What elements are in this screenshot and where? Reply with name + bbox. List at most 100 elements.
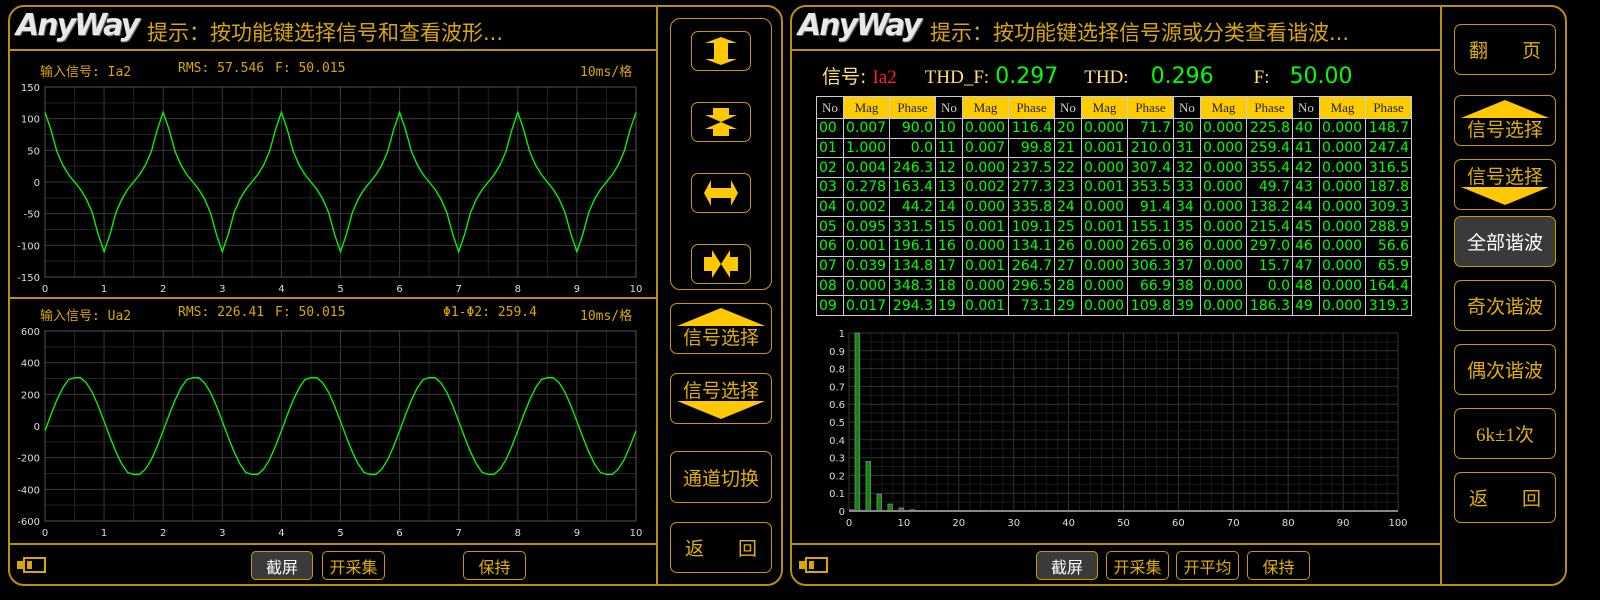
column-header-mag: Mag <box>843 96 890 119</box>
harmonic-mag-cell: 0.001 <box>843 236 890 257</box>
expand-horizontal-button[interactable] <box>691 173 751 213</box>
hold-button[interactable]: 保持 <box>1247 551 1310 580</box>
waveform-window <box>8 5 783 586</box>
harmonic-no-cell: 41 <box>1292 137 1320 159</box>
screenshot-button[interactable]: 截屏 <box>251 551 313 580</box>
harmonic-no-cell: 14 <box>935 196 963 218</box>
compress-vertical-button[interactable] <box>691 102 751 142</box>
y-tick-label: -150 <box>17 273 40 284</box>
column-header-phase: Phase <box>889 96 936 119</box>
x-tick-label: 30 <box>1007 518 1020 529</box>
panel2-freq: F: 50.015 <box>275 305 346 320</box>
column-header-no: No <box>1173 96 1201 119</box>
back-button[interactable]: 返 回 <box>670 522 772 573</box>
harmonic-no-cell: 31 <box>1173 137 1201 159</box>
harmonic-phase-cell: 49.7 <box>1246 177 1293 198</box>
expand-horizontal-icon <box>704 180 738 206</box>
even-harmonics-button[interactable]: 偶次谐波 <box>1454 344 1556 395</box>
harmonic-no-cell: 34 <box>1173 196 1201 218</box>
harmonics-table: No Mag Phase No Mag Phase No Mag Phase No Mag Phase… <box>816 96 1412 316</box>
harmonic-no-cell: 28 <box>1054 275 1082 297</box>
x-tick-label: 3 <box>219 528 225 539</box>
harmonic-mag-cell: 0.000 <box>843 275 890 297</box>
page-turn-button[interactable]: 翻 页 <box>1454 24 1556 75</box>
all-harmonics-button[interactable]: 全部谐波 <box>1454 216 1556 267</box>
harmonic-no-cell: 18 <box>935 275 963 297</box>
harmonic-phase-cell: 134.8 <box>889 255 936 277</box>
harmonic-bar <box>865 461 871 512</box>
column-header-phase: Phase <box>1246 96 1293 119</box>
table-row: 09 0.017 294.3 19 0.001 73.1 29 0.000 109.8 39 0.0… <box>816 295 1412 316</box>
panel2-signal: 输入信号: Ua2 <box>40 309 132 324</box>
divider <box>791 49 1442 51</box>
x-tick-label: 3 <box>219 284 225 295</box>
start-average-button[interactable]: 开平均 <box>1176 551 1239 580</box>
table-row: 07 0.039 134.8 17 0.001 264.7 27 0.000 306.3 37 0.… <box>816 255 1412 277</box>
6k-pm-1-harmonics-button[interactable]: 6k±1次 <box>1454 408 1556 459</box>
signal-select-down-button[interactable]: 信号选择 <box>670 373 772 424</box>
harmonic-phase-cell: 186.3 <box>1246 295 1293 316</box>
start-capture-button[interactable]: 开采集 <box>1106 551 1169 580</box>
table-row: 05 0.095 331.5 15 0.001 109.1 25 0.001 155.1 35 0.… <box>816 216 1412 238</box>
harmonic-no-cell: 17 <box>935 255 963 277</box>
expand-vertical-button[interactable] <box>691 31 751 71</box>
harmonic-mag-cell: 0.000 <box>1319 216 1366 238</box>
back-label-right: 回 <box>1521 488 1541 510</box>
y-tick-label: 0 <box>839 507 845 518</box>
harmonic-no-cell: 24 <box>1054 196 1082 218</box>
panel2-scale: 10ms/格 <box>580 309 633 324</box>
harmonic-no-cell: 08 <box>816 275 844 297</box>
odd-harmonics-button[interactable]: 奇次谐波 <box>1454 280 1556 331</box>
y-tick-label: -50 <box>24 210 40 221</box>
harmonic-mag-cell: 0.095 <box>843 216 890 238</box>
signal-select-up-button[interactable]: 信号选择 <box>1454 95 1556 146</box>
signal-select-up-button[interactable]: 信号选择 <box>670 303 772 354</box>
hold-button[interactable]: 保持 <box>463 551 526 580</box>
harmonic-no-cell: 35 <box>1173 216 1201 238</box>
harmonic-phase-cell: 138.2 <box>1246 196 1293 218</box>
table-row: 01 1.000 0.0 11 0.007 99.8 21 0.001 210.0 31 0.000… <box>816 137 1412 159</box>
harmonic-phase-cell: 66.9 <box>1127 275 1174 297</box>
x-tick-label: 2 <box>160 528 166 539</box>
harmonic-no-cell: 27 <box>1054 255 1082 277</box>
panel1-freq: F: 50.015 <box>275 61 346 76</box>
panel1-rms: RMS: 57.546 <box>178 61 265 76</box>
channel-switch-button[interactable]: 通道切换 <box>670 451 772 503</box>
compress-horizontal-button[interactable] <box>691 244 751 284</box>
x-tick-label: 10 <box>898 518 911 529</box>
harmonic-no-cell: 16 <box>935 236 963 257</box>
harmonic-phase-cell: 109.8 <box>1127 295 1174 316</box>
table-row: 04 0.002 44.2 14 0.000 335.8 24 0.000 91.4 34 0.00… <box>816 196 1412 218</box>
table-header-row: No Mag Phase No Mag Phase No Mag Phase No Mag Phase… <box>816 96 1412 119</box>
harmonic-mag-cell: 0.000 <box>1081 255 1128 277</box>
harmonic-mag-cell: 0.001 <box>1081 216 1128 238</box>
screenshot-button[interactable]: 截屏 <box>1036 551 1098 580</box>
thd-label: THD: <box>1084 67 1129 88</box>
start-capture-button[interactable]: 开采集 <box>322 551 385 580</box>
panel2-rms: RMS: 226.41 <box>178 305 265 320</box>
signal-select-down-button[interactable]: 信号选择 <box>1454 159 1556 210</box>
harmonic-no-cell: 02 <box>816 157 844 179</box>
harmonic-mag-cell: 0.000 <box>1200 216 1247 238</box>
harmonic-phase-cell: 116.4 <box>1008 118 1055 139</box>
harmonic-mag-cell: 0.000 <box>1200 275 1247 297</box>
harmonic-mag-cell: 0.001 <box>1081 177 1128 198</box>
harmonic-no-cell: 22 <box>1054 157 1082 179</box>
harmonic-mag-cell: 0.000 <box>1081 275 1128 297</box>
harmonic-mag-cell: 0.000 <box>1081 157 1128 179</box>
harmonic-mag-cell: 1.000 <box>843 137 890 159</box>
harmonic-mag-cell: 0.000 <box>1319 137 1366 159</box>
y-tick-label: 0.6 <box>829 400 845 411</box>
harmonic-no-cell: 13 <box>935 177 963 198</box>
x-tick-label: 0 <box>42 284 48 295</box>
divider <box>9 49 658 51</box>
y-tick-label: 0.7 <box>829 382 845 393</box>
harmonic-no-cell: 33 <box>1173 177 1201 198</box>
y-tick-label: 0.9 <box>829 347 845 358</box>
back-button[interactable]: 返 回 <box>1454 472 1556 523</box>
thd-f-label: THD_F: <box>924 67 990 88</box>
x-tick-label: 5 <box>337 528 343 539</box>
y-tick-label: 0.1 <box>829 489 845 500</box>
harmonic-phase-cell: 0.0 <box>889 137 936 159</box>
